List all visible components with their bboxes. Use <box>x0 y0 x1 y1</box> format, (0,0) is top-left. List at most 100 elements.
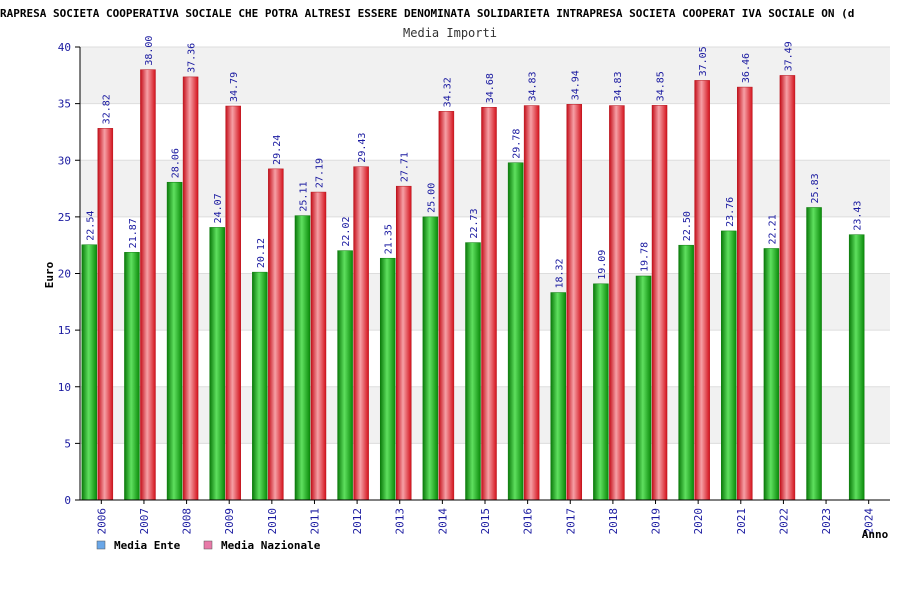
x-tick-label: 2024 <box>863 508 876 535</box>
data-label: 34.79 <box>229 72 240 102</box>
data-label: 29.78 <box>512 129 523 159</box>
y-tick-label: 0 <box>64 494 71 507</box>
y-tick-label: 5 <box>64 437 71 450</box>
bar-media-nazionale <box>310 191 327 501</box>
bar-media-nazionale <box>438 111 455 501</box>
y-tick-label: 35 <box>58 98 71 111</box>
data-label: 24.07 <box>213 193 224 223</box>
bar-media-ente <box>721 230 737 501</box>
bar-media-nazionale <box>182 76 199 501</box>
bar-media-ente <box>550 292 567 501</box>
x-tick-label: 2023 <box>820 508 833 535</box>
data-label: 19.78 <box>640 242 651 272</box>
y-tick-label: 40 <box>58 41 71 54</box>
data-label: 34.94 <box>570 70 581 100</box>
x-tick-label: 2014 <box>436 508 449 535</box>
x-tick-label: 2006 <box>95 508 108 535</box>
bar-media-ente <box>124 252 140 501</box>
legend-swatch <box>96 540 106 550</box>
data-label: 22.54 <box>85 211 96 241</box>
x-tick-label: 2016 <box>522 508 535 535</box>
data-label: 34.68 <box>485 73 496 103</box>
data-label: 25.83 <box>810 173 821 203</box>
data-label: 20.12 <box>256 238 267 268</box>
x-tick-label: 2022 <box>777 508 790 535</box>
data-label: 34.83 <box>528 71 539 101</box>
y-tick-label: 20 <box>58 268 71 281</box>
bar-media-ente <box>763 248 780 501</box>
data-label: 23.76 <box>725 197 736 227</box>
data-label: 22.21 <box>767 214 778 244</box>
legend: Media Ente Media Nazionale <box>96 539 321 552</box>
data-label: 25.00 <box>426 183 437 213</box>
bar-media-ente <box>422 216 439 501</box>
x-tick-label: 2012 <box>351 508 364 535</box>
data-label: 34.85 <box>656 71 667 101</box>
data-label: 27.71 <box>400 152 411 182</box>
bar-media-nazionale <box>523 105 540 501</box>
bar-media-ente <box>209 227 225 501</box>
x-tick-label: 2017 <box>564 508 577 535</box>
x-tick-label: 2015 <box>479 508 492 535</box>
data-label: 32.82 <box>101 94 112 124</box>
data-label: 37.49 <box>783 41 794 71</box>
bar-media-ente <box>252 271 268 501</box>
legend-entry: Media Nazionale <box>221 539 321 552</box>
data-label: 19.09 <box>597 250 608 280</box>
bar-media-nazionale <box>395 185 412 501</box>
bar-media-nazionale <box>779 75 796 501</box>
bar-media-ente <box>166 181 183 501</box>
data-label: 38.00 <box>144 36 155 66</box>
data-label: 22.50 <box>682 211 693 241</box>
data-label: 18.32 <box>554 258 565 288</box>
data-label: 23.43 <box>853 201 864 231</box>
bar-media-ente <box>635 275 652 501</box>
y-tick-label: 25 <box>58 211 71 224</box>
bar-media-ente <box>806 207 822 501</box>
bar-media-nazionale <box>268 168 284 501</box>
bar-media-nazionale <box>225 105 241 501</box>
x-axis-label: Anno <box>862 528 889 541</box>
bar-media-ente <box>81 244 98 501</box>
bar-media-ente <box>678 244 694 501</box>
bar-media-nazionale <box>651 105 668 501</box>
chart-subtitle: Media Importi <box>403 26 497 40</box>
bar-media-nazionale <box>140 69 156 501</box>
x-tick-label: 2013 <box>394 508 407 535</box>
y-axis-label: Euro <box>43 261 56 288</box>
data-label: 36.46 <box>741 53 752 83</box>
data-label: 29.43 <box>357 133 368 163</box>
bar-media-nazionale <box>97 128 114 501</box>
x-tick-label: 2021 <box>735 508 748 535</box>
data-label: 34.83 <box>613 71 624 101</box>
data-label: 21.35 <box>384 224 395 254</box>
legend-entry: Media Ente <box>114 539 181 552</box>
bar-media-nazionale <box>694 80 710 501</box>
bar-media-nazionale <box>481 106 497 501</box>
x-tick-label: 2011 <box>308 508 321 535</box>
y-tick-label: 15 <box>58 324 71 337</box>
bar-media-nazionale <box>353 166 369 501</box>
bar-media-nazionale <box>566 104 583 501</box>
x-tick-label: 2009 <box>223 508 236 535</box>
data-label: 21.87 <box>128 218 139 248</box>
y-tick-label: 10 <box>58 381 71 394</box>
plot-band <box>80 47 890 104</box>
data-label: 37.36 <box>187 43 198 73</box>
data-label: 37.05 <box>698 46 709 76</box>
x-tick-label: 2018 <box>607 508 620 535</box>
data-label: 22.73 <box>469 208 480 238</box>
x-tick-label: 2010 <box>266 508 279 535</box>
data-label: 27.19 <box>314 158 325 188</box>
data-label: 22.02 <box>341 217 352 247</box>
axes-group: 0 5 10 15 20 25 30 35 40 2006 2007 2008 2009 2010 2011… <box>58 41 890 535</box>
legend-swatch <box>203 540 213 550</box>
x-tick-label: 2007 <box>138 508 151 535</box>
data-label: 25.11 <box>298 182 309 212</box>
bar-media-nazionale <box>737 86 753 501</box>
x-tick-label: 2019 <box>650 508 663 535</box>
x-tick-label: 2020 <box>692 508 705 535</box>
bar-media-ente <box>337 250 353 501</box>
